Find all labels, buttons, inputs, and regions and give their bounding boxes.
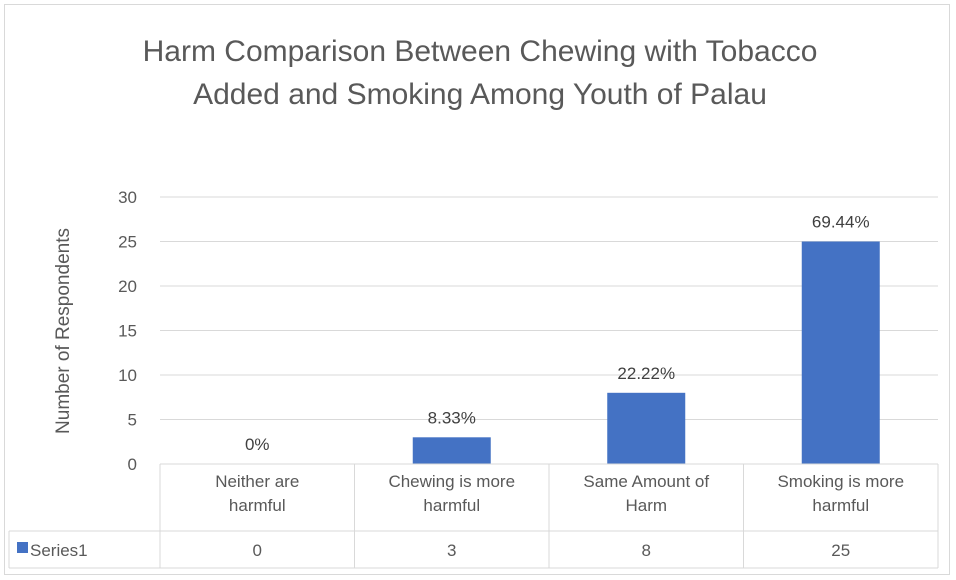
y-tick-label: 10: [118, 366, 137, 385]
bar: [801, 241, 880, 464]
chart-title: Harm Comparison Between Chewing with Tob…: [142, 35, 818, 111]
data-label: 22.22%: [617, 364, 675, 383]
y-tick-label: 20: [118, 277, 137, 296]
y-tick-label: 30: [118, 188, 137, 207]
category-label: Harm: [625, 496, 667, 515]
table-value: 0: [253, 541, 262, 560]
y-tick-label: 25: [118, 233, 137, 252]
category-label: harmful: [812, 496, 869, 515]
category-label: Smoking is more: [777, 472, 904, 491]
data-label: 8.33%: [428, 408, 476, 427]
y-tick-label: 15: [118, 322, 137, 341]
table-value: 8: [642, 541, 651, 560]
y-tick-label: 5: [128, 411, 137, 430]
legend-label: Series1: [30, 541, 88, 560]
category-label: harmful: [229, 496, 286, 515]
y-axis-title: Number of Respondents: [53, 228, 74, 434]
category-label: Chewing is more: [388, 472, 515, 491]
bar: [607, 392, 686, 464]
category-label: harmful: [423, 496, 480, 515]
legend-swatch: [17, 542, 28, 553]
chart-area: [4, 4, 950, 575]
table-value: 3: [447, 541, 456, 560]
table-value: 25: [831, 541, 850, 560]
category-label: Neither are: [215, 472, 299, 491]
bar: [412, 437, 491, 464]
category-label: Same Amount of: [583, 472, 709, 491]
y-tick-label: 0: [128, 455, 137, 474]
data-label: 69.44%: [812, 213, 870, 232]
data-label: 0%: [245, 435, 270, 454]
